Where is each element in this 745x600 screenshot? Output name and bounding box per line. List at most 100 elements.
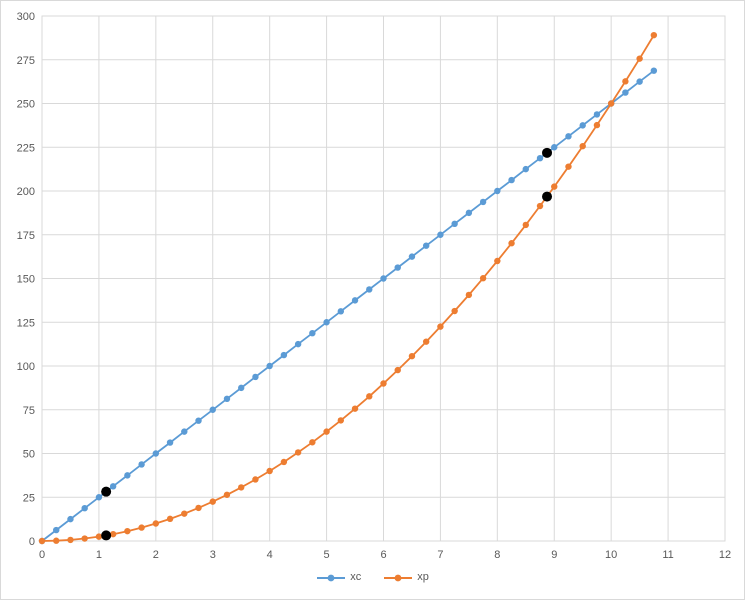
highlight-point: [101, 530, 112, 541]
series-xc-marker: [53, 526, 60, 534]
series-xc-marker: [323, 319, 330, 326]
series-xp-marker: [294, 449, 302, 456]
legend-marker-xp-icon: [384, 574, 413, 581]
series-xc-marker: [124, 472, 131, 479]
legend-label-xc: xc: [350, 571, 362, 583]
series-xc-marker: [351, 297, 359, 304]
series-xc-marker: [266, 362, 273, 370]
series-xp-marker: [223, 491, 231, 498]
plot-border: [41, 15, 726, 542]
series-xp-marker: [181, 510, 188, 517]
legend-item-xc[interactable]: xc: [316, 572, 361, 583]
series-xp-marker: [81, 535, 88, 542]
series-xc-marker: [152, 450, 160, 457]
x-tick-label: 6: [380, 549, 386, 561]
series-xp-marker: [479, 275, 487, 282]
x-tick-label: 10: [605, 549, 617, 561]
series-xp-line: [41, 34, 655, 542]
series-xp-marker: [209, 498, 216, 505]
series-xp-marker: [437, 323, 444, 330]
series-xc-marker: [494, 187, 501, 195]
series-xc-marker: [479, 198, 487, 206]
legend-marker-xc-icon: [317, 574, 346, 581]
series-xp-marker: [622, 78, 629, 85]
series-xp-marker: [636, 55, 643, 62]
y-tick-label: 125: [17, 317, 35, 329]
series-xc-marker: [95, 494, 103, 501]
y-tick-label: 225: [17, 142, 35, 154]
x-tick-label: 12: [719, 549, 731, 561]
series-xp-marker: [252, 476, 259, 483]
legend-label-xp: xp: [417, 571, 429, 583]
series-xc-marker: [380, 275, 387, 282]
series-xc-marker: [294, 340, 302, 348]
series-xp-marker: [451, 307, 458, 315]
y-tick-label: 25: [23, 492, 35, 504]
x-tick-label: 3: [210, 549, 216, 561]
series-xp-marker: [266, 467, 273, 475]
series-xc-marker: [593, 111, 601, 118]
series-xc-marker: [166, 439, 174, 446]
series-xc-marker: [209, 406, 216, 413]
series-xc-marker: [536, 154, 544, 162]
chart-legend: xc xp: [1, 563, 744, 599]
series-xp-marker: [607, 100, 615, 107]
y-tick-label: 50: [23, 449, 35, 461]
x-tick-label: 8: [494, 549, 500, 561]
series-xc-marker: [109, 483, 117, 490]
legend-item-xp[interactable]: xp: [383, 572, 429, 583]
series-xc-marker: [551, 144, 558, 151]
x-tick-label: 5: [324, 549, 330, 561]
series-xc-marker: [451, 220, 458, 228]
series-xc-marker: [223, 395, 231, 403]
legend-dot-xp: [394, 574, 402, 581]
series-xp-marker: [351, 405, 359, 412]
series-xp-marker: [465, 291, 473, 299]
series-xp-marker: [522, 221, 529, 229]
y-tick-label: 75: [23, 405, 35, 417]
x-tick-label: 4: [267, 549, 273, 561]
series-xp-marker: [422, 338, 430, 345]
series-xc-marker: [309, 329, 316, 337]
series-xc-marker: [337, 308, 345, 315]
y-tick-label: 200: [17, 186, 35, 198]
series-xp-marker: [494, 257, 501, 265]
x-tick-label: 9: [551, 549, 557, 561]
series-xp-marker: [138, 524, 145, 531]
x-tick-label: 1: [96, 549, 102, 561]
series-xp-marker: [309, 439, 316, 446]
x-tick-label: 11: [662, 549, 673, 561]
series-xc-marker: [565, 133, 572, 140]
y-tick-label: 300: [17, 11, 35, 23]
series-xp-marker: [650, 31, 658, 39]
series-xc-marker: [636, 78, 643, 85]
series-xp-marker: [95, 533, 103, 540]
x-tick-label: 0: [39, 549, 45, 561]
y-tick-label: 0: [29, 536, 35, 548]
series-xp-marker: [593, 121, 601, 129]
series-xc-marker: [280, 351, 288, 359]
series-xc-marker: [252, 373, 259, 381]
series-xp-marker: [366, 393, 373, 400]
series-xc-marker: [67, 515, 74, 523]
highlight-point: [542, 147, 553, 158]
series-xp-marker: [109, 530, 117, 538]
y-tick-label: 100: [17, 361, 35, 373]
series-xp-marker: [565, 163, 572, 170]
series-xc-marker: [195, 417, 202, 424]
highlight-point: [542, 191, 553, 202]
series-xc-marker: [465, 209, 473, 217]
y-tick-label: 250: [17, 99, 35, 111]
series-xp-marker: [536, 202, 544, 210]
series-xp-marker: [238, 484, 245, 491]
series-xp-marker: [551, 183, 558, 190]
series-xp-marker: [67, 536, 74, 544]
series-xc-marker: [522, 165, 529, 173]
series-xp-marker: [323, 428, 330, 435]
series-xc-marker: [408, 253, 416, 260]
series-xp-marker: [280, 458, 288, 466]
series-xc-marker: [138, 461, 145, 468]
legend-dot-xc: [327, 574, 335, 581]
